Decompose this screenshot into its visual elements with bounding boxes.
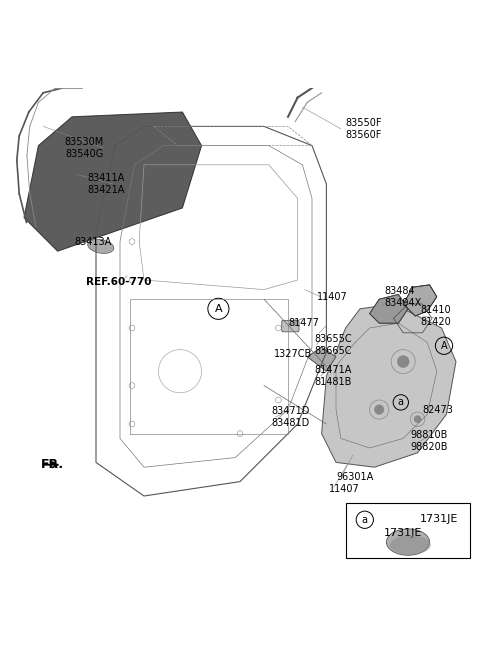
- Text: A: A: [441, 340, 447, 351]
- Text: 83550F
83560F: 83550F 83560F: [346, 118, 382, 140]
- Text: 81477: 81477: [288, 318, 319, 328]
- Ellipse shape: [390, 535, 431, 554]
- FancyBboxPatch shape: [346, 503, 470, 558]
- Text: 98810B
98820B: 98810B 98820B: [410, 430, 448, 451]
- Polygon shape: [307, 347, 336, 371]
- Ellipse shape: [88, 239, 114, 253]
- Text: 1731JE: 1731JE: [420, 514, 458, 523]
- Text: 1327CB: 1327CB: [274, 350, 312, 359]
- Text: FR.: FR.: [41, 459, 64, 471]
- Text: 11407: 11407: [329, 484, 360, 494]
- Circle shape: [414, 416, 421, 423]
- Text: 81471A
81481B: 81471A 81481B: [314, 365, 352, 387]
- Circle shape: [374, 405, 384, 415]
- Text: REF.60-770: REF.60-770: [86, 277, 152, 287]
- Text: A: A: [215, 304, 222, 314]
- Text: 83411A
83421A: 83411A 83421A: [87, 173, 124, 195]
- Text: a: a: [398, 398, 404, 407]
- Ellipse shape: [386, 529, 430, 555]
- Circle shape: [397, 356, 409, 367]
- Text: 1731JE: 1731JE: [384, 528, 422, 538]
- Text: 83471D
83481D: 83471D 83481D: [271, 406, 310, 428]
- Text: 82473: 82473: [422, 405, 453, 415]
- Text: 81410
81420: 81410 81420: [420, 305, 451, 327]
- Polygon shape: [322, 304, 456, 467]
- Polygon shape: [24, 112, 202, 251]
- FancyBboxPatch shape: [282, 320, 299, 332]
- Polygon shape: [403, 285, 437, 316]
- Text: 11407: 11407: [317, 292, 348, 302]
- Text: 83484
83494X: 83484 83494X: [384, 286, 421, 308]
- Polygon shape: [370, 295, 408, 323]
- Text: 83413A: 83413A: [74, 237, 112, 247]
- Text: 96301A: 96301A: [336, 472, 373, 482]
- Text: 83655C
83665C: 83655C 83665C: [314, 334, 352, 356]
- Text: a: a: [362, 515, 368, 525]
- Text: 83530M
83540G: 83530M 83540G: [64, 137, 104, 159]
